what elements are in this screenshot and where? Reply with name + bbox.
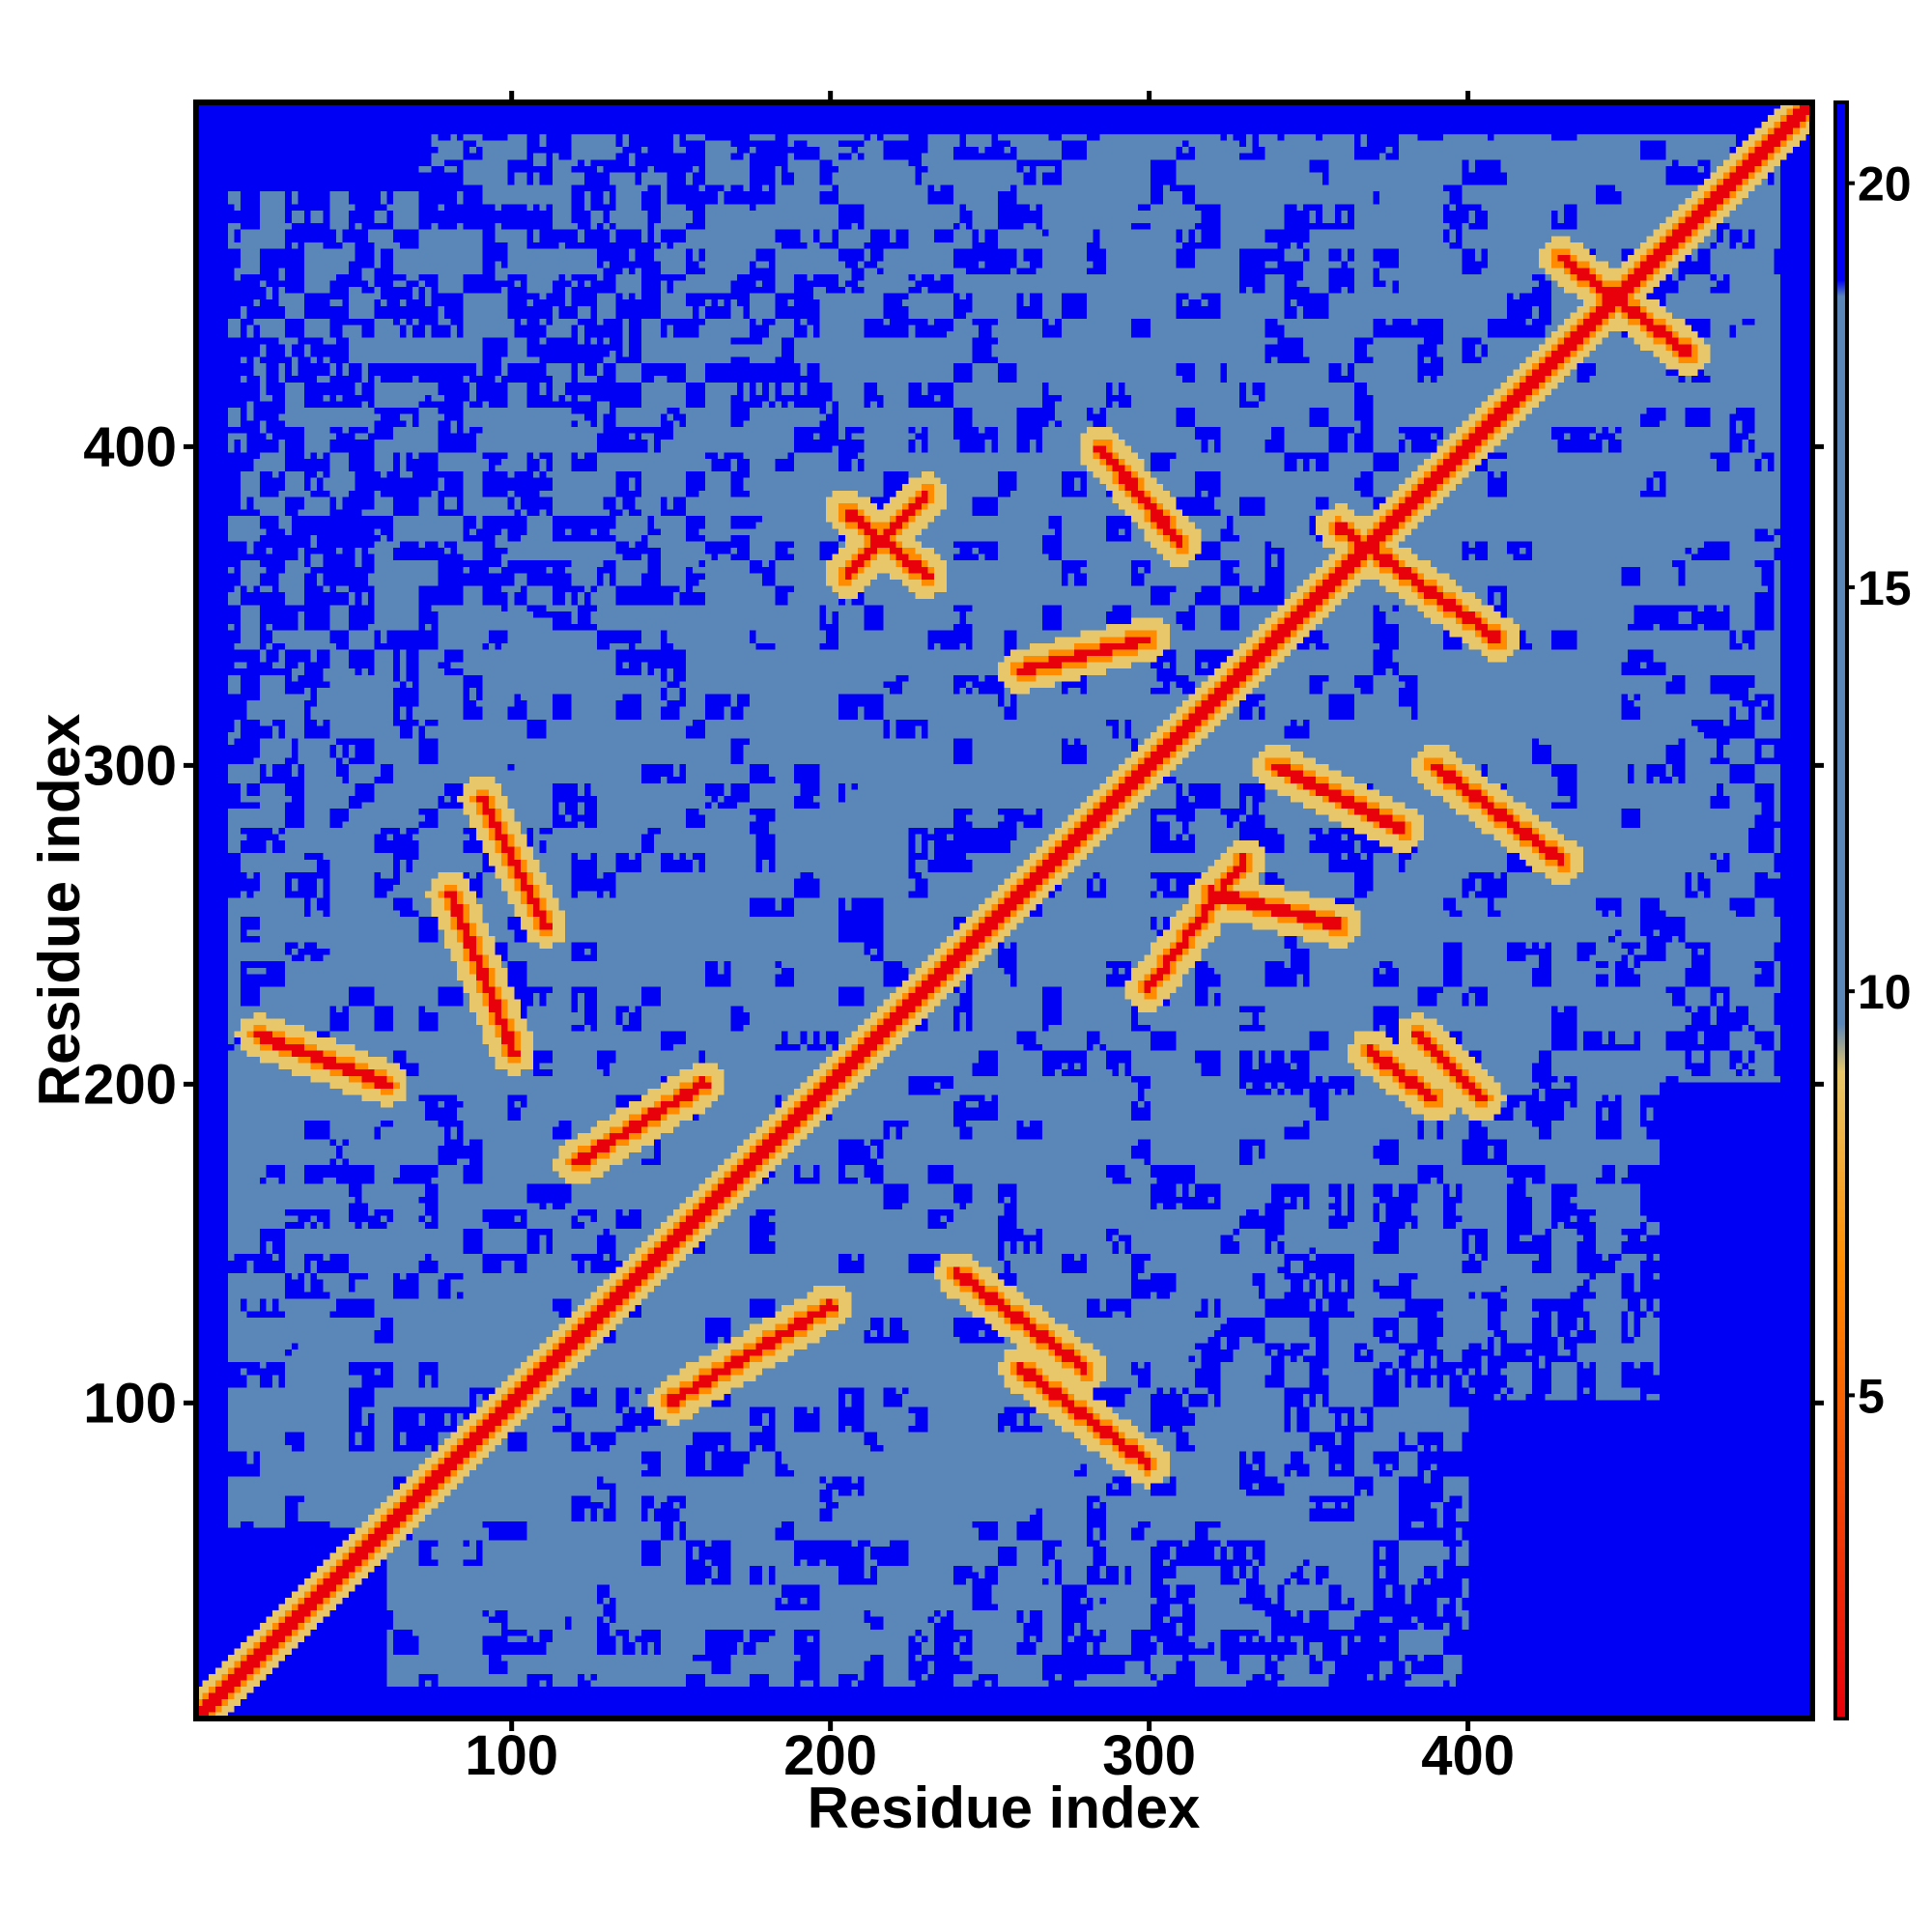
colorbar-tick-label: 5 bbox=[1858, 1369, 1885, 1423]
y-tick-label: 300 bbox=[83, 734, 177, 797]
y-axis-title: Residue index bbox=[27, 714, 92, 1107]
heatmap bbox=[196, 102, 1812, 1719]
x-tick-label: 200 bbox=[783, 1724, 877, 1787]
x-axis: 100 200 300 400 bbox=[465, 91, 1515, 1787]
y-tick-label: 400 bbox=[83, 415, 177, 478]
x-tick-label: 300 bbox=[1102, 1724, 1196, 1787]
contact-map-image bbox=[196, 102, 1812, 1719]
y-tick-label: 100 bbox=[83, 1372, 177, 1435]
x-tick-label: 400 bbox=[1421, 1724, 1515, 1787]
colorbar-tick-label: 15 bbox=[1858, 561, 1912, 615]
plot-frame bbox=[193, 99, 1815, 1721]
colorbar-tick-label: 20 bbox=[1858, 157, 1912, 212]
x-tick-label: 100 bbox=[465, 1724, 558, 1787]
y-axis: 100 200 300 400 bbox=[83, 415, 1824, 1435]
colorbar-axis: 5 10 15 20 bbox=[1847, 157, 1912, 1423]
colorbar bbox=[1833, 100, 1849, 1720]
colorbar-tick-label: 10 bbox=[1858, 965, 1912, 1019]
y-tick-label: 200 bbox=[83, 1053, 177, 1116]
x-axis-title: Residue index bbox=[808, 1776, 1201, 1840]
